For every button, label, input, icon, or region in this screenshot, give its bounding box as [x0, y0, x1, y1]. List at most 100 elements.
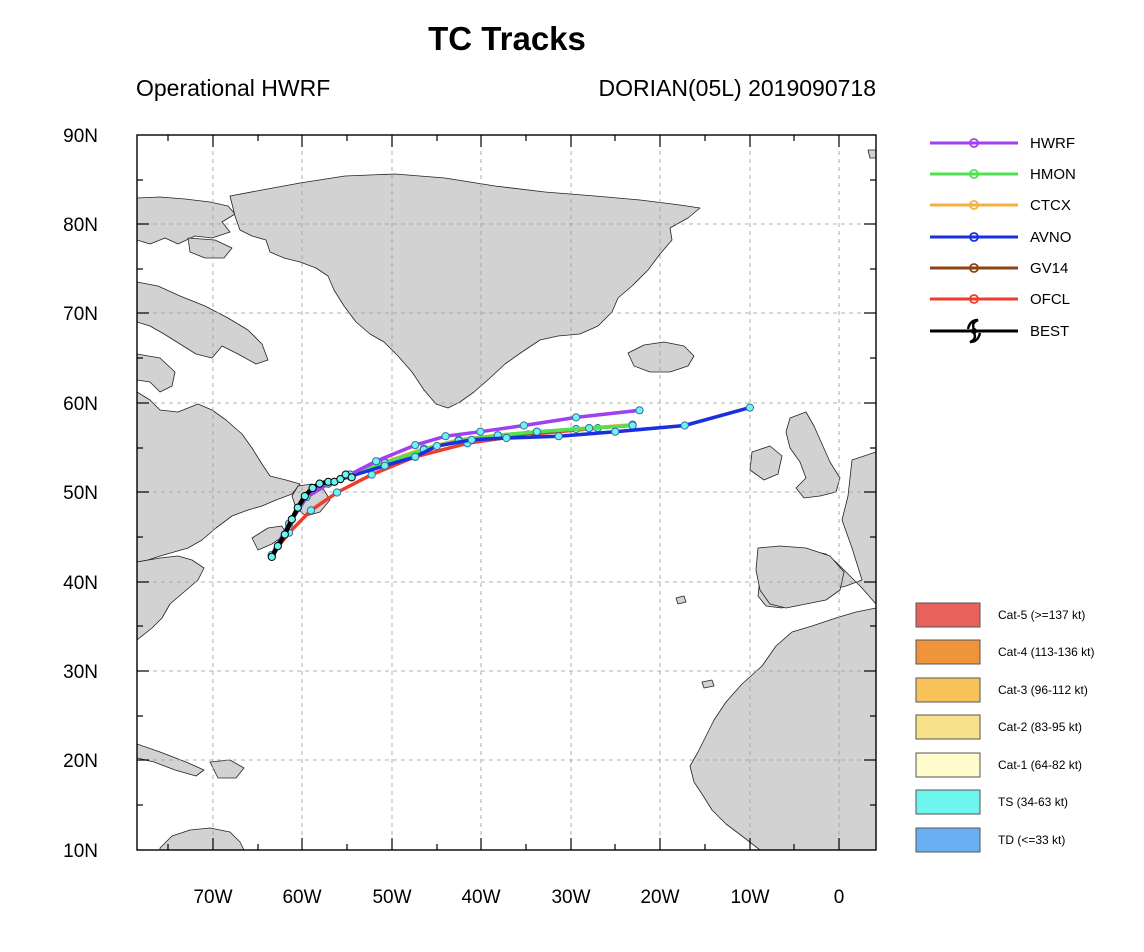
- legend-label: AVNO: [1030, 229, 1071, 246]
- land-svalbard: [867, 149, 876, 159]
- lon-tick-label: 50W: [372, 887, 411, 908]
- category-label: Cat-3 (96-112 kt): [998, 683, 1088, 697]
- legend-label: BEST: [1030, 323, 1069, 340]
- lat-tick-labels: 90N 80N 70N 60N 50N 40N 30N 20N 10N: [63, 126, 98, 862]
- track-point-avno: [432, 441, 441, 451]
- legend-item-avno: AVNO: [930, 229, 1071, 246]
- land-greenland: [229, 173, 701, 409]
- legend-label: GV14: [1030, 260, 1068, 277]
- category-swatch: [915, 752, 981, 778]
- category-item-cat3: Cat-3 (96-112 kt): [915, 677, 1088, 703]
- legend-item-ofcl: OFCL: [930, 291, 1070, 308]
- track-point-best: [347, 473, 356, 482]
- track-point-avno: [411, 452, 420, 461]
- track-point-avno: [680, 421, 689, 430]
- lat-tick-label: 40N: [63, 573, 98, 594]
- category-label: Cat-2 (83-95 kt): [998, 720, 1082, 734]
- hurricane-symbol-icon: [966, 318, 982, 344]
- lat-tick-label: 80N: [63, 215, 98, 236]
- land-arctic-archipelago: [137, 196, 236, 245]
- legend-item-best: BEST: [930, 318, 1069, 344]
- legend-marker: [969, 294, 979, 304]
- category-label: Cat-5 (>=137 kt): [998, 608, 1085, 622]
- track-point-best: [300, 492, 309, 501]
- track-point-hwrf: [519, 421, 529, 430]
- land-masses: [137, 149, 876, 850]
- track-point-avno: [380, 461, 389, 470]
- track-point-best: [267, 552, 276, 562]
- lon-tick-label: 30W: [551, 887, 590, 908]
- category-label: Cat-1 (64-82 kt): [998, 758, 1082, 772]
- category-swatch: [915, 677, 981, 703]
- land-africa: [689, 607, 876, 850]
- category-label: TS (34-63 kt): [998, 795, 1068, 809]
- land-south-america: [159, 827, 245, 850]
- category-item-cat5: Cat-5 (>=137 kt): [915, 602, 1085, 628]
- legend-label: OFCL: [1030, 291, 1070, 308]
- category-swatch: [915, 714, 981, 740]
- land-arctic-island-2: [187, 237, 233, 259]
- lon-tick-label: 60W: [282, 887, 321, 908]
- track-point-hmon: [532, 427, 542, 436]
- chart-title: TC Tracks: [428, 20, 586, 57]
- lat-tick-label: 10N: [63, 841, 98, 862]
- tracks-layer: [267, 403, 755, 562]
- track-point-hwrf: [411, 441, 420, 450]
- track-point-best: [293, 503, 302, 512]
- track-point-hwrf: [635, 406, 644, 415]
- category-item-cat1: Cat-1 (64-82 kt): [915, 752, 1082, 778]
- track-point-ofcl: [332, 488, 342, 497]
- legend-marker: [969, 263, 979, 273]
- legend-label: CTCX: [1030, 197, 1071, 214]
- legend-label: HMON: [1030, 166, 1076, 183]
- land-great-britain: [785, 411, 841, 499]
- track-point-best: [336, 475, 345, 484]
- category-label: Cat-4 (113-136 kt): [998, 645, 1095, 659]
- gridlines: [137, 135, 876, 850]
- land-ireland: [749, 445, 783, 481]
- land-canary-islands: [701, 679, 715, 689]
- track-point-avno: [611, 427, 620, 436]
- category-swatch: [915, 602, 981, 628]
- track-point-best: [273, 542, 282, 551]
- category-swatch: [915, 827, 981, 853]
- legend-marker: [969, 200, 979, 210]
- lon-tick-label: 10W: [730, 887, 769, 908]
- track-point-avno: [745, 403, 755, 412]
- lat-tick-label: 90N: [63, 126, 98, 147]
- land-baffin-island: [137, 281, 269, 365]
- lon-tick-label: 0: [834, 887, 845, 908]
- track-point-hmon: [585, 424, 594, 433]
- plot-area: [136, 134, 877, 851]
- track-point-avno: [467, 435, 476, 444]
- subtitle-right: DORIAN(05L) 2019090718: [599, 75, 876, 101]
- category-item-td: TD (<=33 kt): [915, 827, 1065, 853]
- category-item-ts: TS (34-63 kt): [915, 789, 1068, 815]
- track-point-hwrf: [572, 413, 581, 422]
- lon-tick-label: 40W: [461, 887, 500, 908]
- track-point-best: [287, 515, 296, 524]
- category-swatch: [915, 639, 981, 665]
- lat-tick-label: 60N: [63, 394, 98, 415]
- model-legend: HWRF HMON CTCX AVNO GV14 OFCL: [930, 135, 1076, 344]
- category-swatch: [915, 789, 981, 815]
- lat-tick-label: 30N: [63, 662, 98, 683]
- lon-tick-label: 70W: [193, 887, 232, 908]
- land-iberia: [755, 545, 845, 609]
- track-point-avno: [554, 432, 563, 441]
- track-point-avno: [502, 433, 511, 443]
- track-point-best: [308, 483, 317, 493]
- tick-marks: [137, 135, 876, 850]
- track-point-hwrf: [476, 427, 485, 436]
- category-item-cat4: Cat-4 (113-136 kt): [915, 639, 1095, 665]
- track-point-ofcl: [306, 506, 315, 515]
- legend-item-hwrf: HWRF: [930, 135, 1075, 152]
- hurricane-symbol-center: [971, 328, 977, 334]
- category-label: TD (<=33 kt): [998, 833, 1065, 847]
- track-point-best: [280, 530, 289, 539]
- land-northern-canada: [137, 353, 176, 393]
- lat-tick-label: 70N: [63, 304, 98, 325]
- track-best: [267, 470, 356, 562]
- legend-item-gv14: GV14: [930, 260, 1068, 277]
